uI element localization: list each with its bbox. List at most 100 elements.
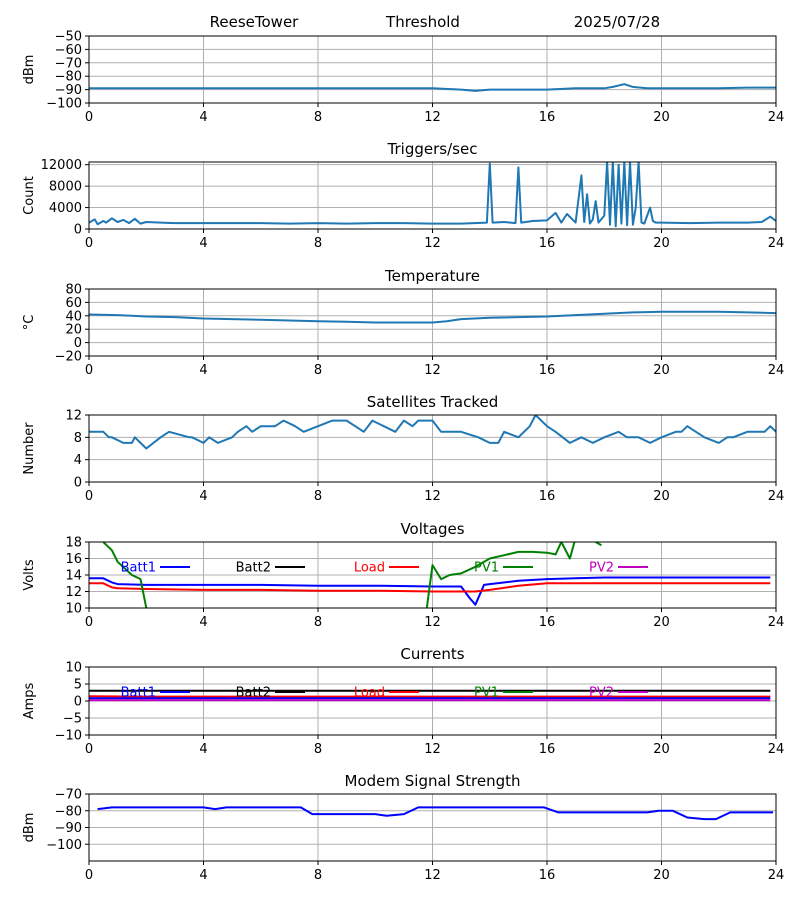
y-tick-label: 80 xyxy=(65,283,82,298)
x-tick-label: 24 xyxy=(768,236,785,251)
y-tick-label: 0 xyxy=(74,476,82,491)
x-tick-label: 20 xyxy=(653,363,670,378)
x-tick-label: 8 xyxy=(314,236,322,251)
y-tick-label: −100 xyxy=(46,97,82,112)
legend-label-pv2: PV2 xyxy=(589,561,614,576)
y-tick-label: 8 xyxy=(74,431,82,446)
x-tick-label: 0 xyxy=(85,615,93,630)
legend-label-batt1: Batt1 xyxy=(121,686,156,701)
x-tick-label: 8 xyxy=(314,363,322,378)
y-tick-label: 16 xyxy=(65,552,82,567)
x-tick-label: 24 xyxy=(768,615,785,630)
x-tick-label: 12 xyxy=(424,363,441,378)
y-axis-label: Count xyxy=(22,176,37,215)
x-tick-label: 4 xyxy=(199,110,207,125)
x-tick-label: 20 xyxy=(653,615,670,630)
x-tick-label: 12 xyxy=(424,110,441,125)
y-tick-label: −100 xyxy=(46,838,82,853)
y-tick-label: 10 xyxy=(65,661,82,676)
x-tick-label: 0 xyxy=(85,742,93,757)
x-tick-label: 16 xyxy=(539,868,556,883)
y-tick-label: −5 xyxy=(63,712,82,727)
legend-label-pv1: PV1 xyxy=(474,561,499,576)
y-tick-label: 0 xyxy=(74,223,82,238)
x-tick-label: 16 xyxy=(539,110,556,125)
chart-title: Voltages xyxy=(400,520,464,538)
x-tick-label: 20 xyxy=(653,742,670,757)
x-tick-label: 16 xyxy=(539,615,556,630)
y-tick-label: 0 xyxy=(74,695,82,710)
x-tick-label: 12 xyxy=(424,615,441,630)
y-tick-label: −70 xyxy=(55,788,82,803)
x-tick-label: 12 xyxy=(424,236,441,251)
x-tick-label: 8 xyxy=(314,868,322,883)
chart-modem: 0 4 8 12 16 20 24 −70−80 −90 −100 Modem Signal Str… xyxy=(22,772,784,883)
legend-label-pv2: PV2 xyxy=(589,686,614,701)
x-tick-label: 4 xyxy=(199,868,207,883)
y-axis-label: dBm xyxy=(22,55,37,85)
x-tick-label: 20 xyxy=(653,868,670,883)
y-tick-label: 5 xyxy=(74,678,82,693)
chart-title: Temperature xyxy=(384,267,480,285)
y-axis-label: Amps xyxy=(22,682,37,719)
header-date: 2025/07/28 xyxy=(574,13,660,31)
chart-title: Currents xyxy=(400,645,464,663)
y-tick-label: 14 xyxy=(65,569,82,584)
x-tick-label: 0 xyxy=(85,489,93,504)
x-tick-label: 4 xyxy=(199,742,207,757)
x-tick-label: 8 xyxy=(314,110,322,125)
y-tick-label: −10 xyxy=(55,729,82,744)
x-tick-label: 20 xyxy=(653,489,670,504)
chart-title: Satellites Tracked xyxy=(367,393,498,411)
series-line-pv1 xyxy=(427,534,584,608)
x-tick-label: 4 xyxy=(199,236,207,251)
chart-title: Modem Signal Strength xyxy=(345,772,521,790)
x-tick-label: 4 xyxy=(199,489,207,504)
x-tick-label: 24 xyxy=(768,110,785,125)
x-tick-label: 16 xyxy=(539,489,556,504)
x-tick-label: 0 xyxy=(85,363,93,378)
x-tick-label: 24 xyxy=(768,868,785,883)
y-axis-label: Number xyxy=(22,422,37,475)
legend-label-load: Load xyxy=(354,686,385,701)
y-tick-label: 4000 xyxy=(49,201,82,216)
y-tick-label: −20 xyxy=(55,350,82,365)
y-tick-label: 8000 xyxy=(49,180,82,195)
series-line-data xyxy=(98,807,774,819)
header-mode: Threshold xyxy=(385,13,460,31)
x-tick-label: 0 xyxy=(85,868,93,883)
x-tick-label: 16 xyxy=(539,363,556,378)
x-tick-label: 0 xyxy=(85,236,93,251)
x-tick-label: 0 xyxy=(85,110,93,125)
y-axis-label: Volts xyxy=(22,559,37,591)
x-tick-label: 24 xyxy=(768,363,785,378)
y-tick-label: 40 xyxy=(65,309,82,324)
y-tick-label: −90 xyxy=(55,821,82,836)
x-tick-label: 16 xyxy=(539,236,556,251)
y-tick-label: 4 xyxy=(74,453,82,468)
y-tick-label: −80 xyxy=(55,804,82,819)
x-tick-label: 12 xyxy=(424,868,441,883)
x-tick-label: 24 xyxy=(768,742,785,757)
y-tick-label: 0 xyxy=(74,336,82,351)
legend-label-batt1: Batt1 xyxy=(121,561,156,576)
x-tick-label: 12 xyxy=(424,489,441,504)
y-tick-label: 12000 xyxy=(41,158,82,173)
legend-label-batt2: Batt2 xyxy=(236,686,271,701)
legend-label-pv1: PV1 xyxy=(474,686,499,701)
x-tick-label: 8 xyxy=(314,615,322,630)
y-tick-label: 10 xyxy=(65,602,82,617)
header-site: ReeseTower xyxy=(210,13,300,31)
legend-label-batt2: Batt2 xyxy=(236,561,271,576)
y-tick-label: 60 xyxy=(65,296,82,311)
x-tick-label: 4 xyxy=(199,363,207,378)
y-axis-label: °C xyxy=(22,315,37,331)
y-tick-label: 12 xyxy=(65,585,82,600)
